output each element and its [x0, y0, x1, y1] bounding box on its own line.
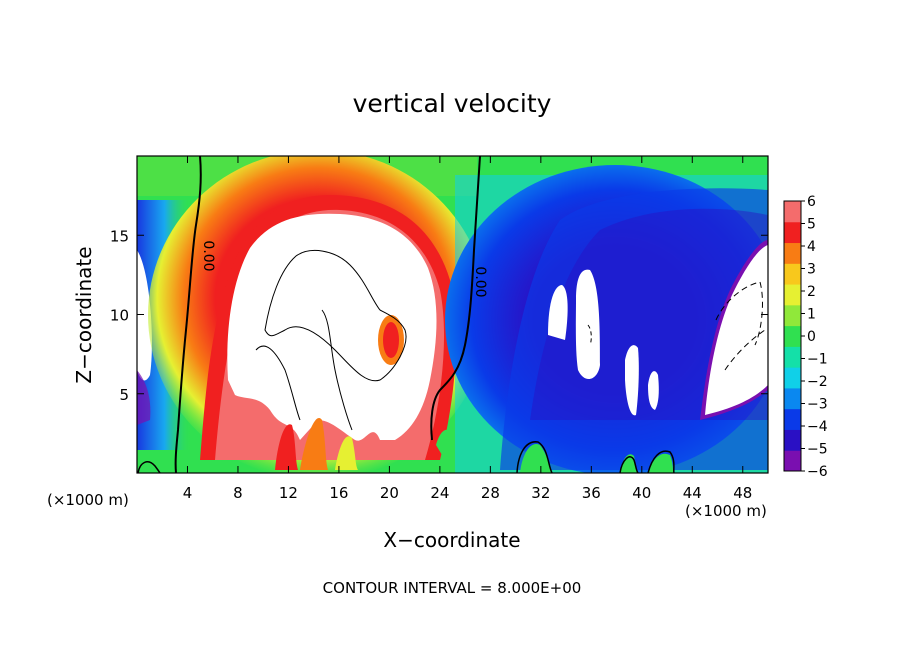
colorbar-swatch	[784, 325, 801, 347]
updraft-core-white	[227, 213, 437, 441]
zero-contour-right	[430, 155, 481, 441]
colorbar-tick-label: −4	[807, 419, 828, 435]
colorbar-tick-label: 6	[807, 194, 816, 210]
x-tick-label: 40	[632, 484, 651, 502]
right-white-region	[705, 245, 768, 415]
x-tick-label: 44	[683, 484, 702, 502]
x-tick-label: 20	[380, 484, 399, 502]
contour-lines	[137, 155, 766, 474]
left-white-region	[137, 250, 152, 381]
colorbar-swatch	[784, 304, 801, 327]
x-tick-label: 12	[279, 484, 298, 502]
y-tick-label: 10	[110, 307, 129, 325]
zero-contour-bump	[516, 441, 553, 474]
colorbar: 6 5 4 3 2 1 0 −1 −2 −3 −4 −5 −6	[783, 194, 828, 480]
chart-title: vertical velocity	[353, 89, 552, 118]
x-axis: 4 8 12 16 20 24 28 32 36 40 44 48	[183, 156, 752, 502]
colorbar-tick-label: 1	[807, 307, 816, 323]
x-tick-label: 8	[233, 484, 243, 502]
cold-white-pocket	[648, 371, 659, 410]
cold-white-pocket	[625, 345, 639, 416]
contour-8	[255, 345, 301, 421]
x-tick-label: 16	[329, 484, 348, 502]
colorbar-tick-label: 4	[807, 239, 816, 255]
zero-contour-bump	[137, 461, 161, 474]
x-tick-label: 32	[531, 484, 550, 502]
colorbar-swatch	[784, 408, 801, 430]
y-axis: 5 10 15	[110, 227, 768, 404]
contour-interval-label: CONTOUR INTERVAL = 8.000E+00	[323, 579, 582, 597]
cold-white-pocket	[575, 269, 600, 380]
x-tick-label: 24	[430, 484, 449, 502]
colorbar-swatch	[784, 242, 801, 264]
colorbar-tick-label: −3	[807, 397, 828, 413]
colorbar-swatch	[784, 346, 801, 368]
x-unit-label-left: (×1000 m)	[47, 491, 129, 509]
colorbar-tick-label: 3	[807, 262, 816, 278]
x-tick-label: 4	[183, 484, 193, 502]
zero-contour-bump	[647, 450, 675, 474]
colorbar-tick-label: −1	[807, 352, 828, 368]
contour-label: 0.00	[200, 240, 216, 271]
colorbar-tick-label: −5	[807, 442, 828, 458]
colorbar-swatch	[784, 367, 801, 389]
x-tick-label: 48	[733, 484, 752, 502]
x-unit-label-right: (×1000 m)	[685, 502, 767, 520]
colorbar-tick-label: 2	[807, 284, 816, 300]
contour-8	[264, 249, 407, 382]
x-tick-label: 28	[481, 484, 500, 502]
colorbar-tick-label: −2	[807, 374, 828, 390]
x-tick-label: 36	[582, 484, 601, 502]
x-axis-label: X−coordinate	[383, 528, 520, 552]
plot-area	[137, 156, 768, 473]
contour-neg-8	[587, 324, 592, 346]
colorbar-tick-label: 0	[807, 329, 816, 345]
contour-neg-8	[715, 281, 763, 346]
y-axis-label: Z−coordinate	[72, 246, 96, 383]
cold-white-pocket	[548, 285, 568, 340]
colorbar-swatch	[784, 221, 801, 244]
zero-contour-bump	[619, 456, 639, 474]
colorbar-swatch	[784, 429, 801, 451]
colorbar-swatch	[784, 387, 801, 410]
zero-contour-left	[174, 155, 202, 474]
colorbar-swatch	[784, 284, 801, 306]
colorbar-swatch	[784, 263, 801, 285]
colorbar-tick-label: 5	[807, 217, 816, 233]
colorbar-tick-label: −6	[807, 464, 828, 480]
contour-label: 0.00	[472, 266, 488, 297]
colorbar-swatch	[784, 201, 801, 223]
colorbar-swatch	[784, 450, 801, 472]
y-tick-label: 15	[110, 227, 129, 245]
contour-8	[321, 309, 353, 431]
y-tick-label: 5	[119, 386, 129, 404]
contour-neg-8	[724, 329, 766, 371]
